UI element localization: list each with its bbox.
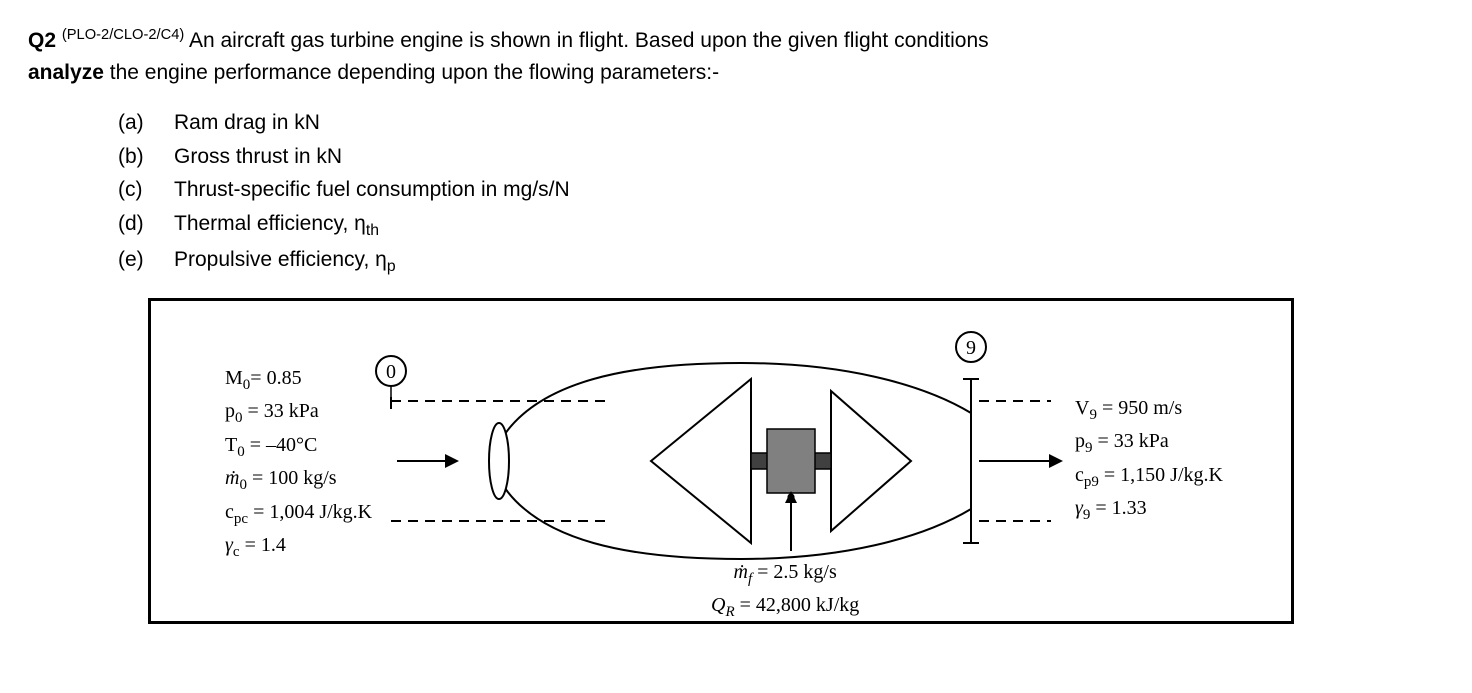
cond-row: V9 = 950 m/s (1075, 393, 1223, 427)
part-text: Propulsive efficiency, ηp (174, 243, 396, 279)
part-prefix: Propulsive efficiency, (174, 248, 375, 271)
figure-container: 0 9 M0= 0.85 p0 = 33 kPa T0 = –40°C ṁ0 =… (148, 298, 1444, 624)
fuel-conditions: ṁf = 2.5 kg/s QR = 42,800 kJ/kg (711, 557, 859, 624)
cond-row: p9 = 33 kPa (1075, 426, 1223, 460)
cond-row: cpc = 1,004 J/kg.K (225, 497, 372, 531)
cond-row: M0= 0.85 (225, 363, 372, 397)
question-text-1: An aircraft gas turbine engine is shown … (189, 29, 989, 52)
part-label: (d) (118, 207, 174, 243)
part-label: (c) (118, 173, 174, 207)
cond-row: ṁf = 2.5 kg/s (711, 557, 859, 591)
part-d: (d) Thermal efficiency, ηth (118, 207, 1444, 243)
station-0-label: 0 (386, 361, 396, 383)
parts-list: (a) Ram drag in kN (b) Gross thrust in k… (118, 106, 1444, 280)
cond-row: T0 = –40°C (225, 430, 372, 464)
inlet-conditions: M0= 0.85 p0 = 33 kPa T0 = –40°C ṁ0 = 100… (225, 363, 372, 564)
engine-figure: 0 9 M0= 0.85 p0 = 33 kPa T0 = –40°C ṁ0 =… (148, 298, 1294, 624)
question-superscript: (PLO-2/CLO-2/C4) (62, 27, 184, 43)
part-label: (e) (118, 243, 174, 279)
part-text: Thermal efficiency, ηth (174, 207, 379, 243)
part-text: Gross thrust in kN (174, 140, 342, 174)
cond-row: cp9 = 1,150 J/kg.K (1075, 460, 1223, 494)
part-c: (c) Thrust-specific fuel consumption in … (118, 173, 1444, 207)
cond-row: γ9 = 1.33 (1075, 493, 1223, 527)
question-text-2: the engine performance depending upon th… (110, 61, 719, 84)
part-text: Ram drag in kN (174, 106, 320, 140)
cond-row: ṁ0 = 100 kg/s (225, 463, 372, 497)
eta-sub: p (387, 258, 396, 275)
question-number: Q2 (28, 29, 56, 52)
part-text: Thrust-specific fuel consumption in mg/s… (174, 173, 570, 207)
eta-symbol: η (375, 248, 387, 271)
part-b: (b) Gross thrust in kN (118, 140, 1444, 174)
part-e: (e) Propulsive efficiency, ηp (118, 243, 1444, 279)
cond-row: γc = 1.4 (225, 530, 372, 564)
analyze-word: analyze (28, 61, 104, 84)
question-header: Q2 (PLO-2/CLO-2/C4) An aircraft gas turb… (28, 24, 1444, 88)
eta-symbol: η (354, 212, 366, 235)
station-9-label: 9 (966, 337, 976, 359)
part-prefix: Thermal efficiency, (174, 212, 354, 235)
cond-row: QR = 42,800 kJ/kg (711, 590, 859, 624)
cond-row: p0 = 33 kPa (225, 396, 372, 430)
part-a: (a) Ram drag in kN (118, 106, 1444, 140)
outlet-conditions: V9 = 950 m/s p9 = 33 kPa cp9 = 1,150 J/k… (1075, 393, 1223, 527)
part-label: (a) (118, 106, 174, 140)
part-label: (b) (118, 140, 174, 174)
eta-sub: th (366, 222, 379, 239)
